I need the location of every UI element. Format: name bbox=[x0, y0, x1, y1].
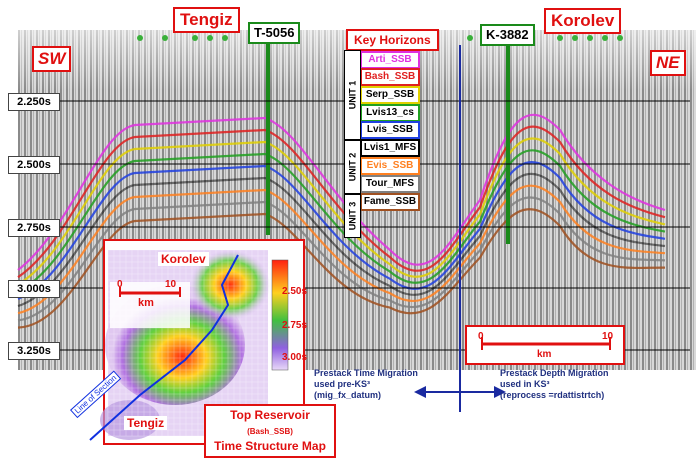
sw-direction-label: SW bbox=[32, 46, 72, 72]
colorbar-label-250: 2.50s bbox=[282, 286, 308, 297]
tengiz-well-label: Tengiz bbox=[173, 7, 240, 33]
time-label-2750: 2.750s bbox=[8, 219, 60, 237]
inset-scale-ten: 10 bbox=[165, 279, 177, 290]
inset-title-line1: Top Reservoir bbox=[230, 408, 310, 422]
time-label-2500: 2.500s bbox=[8, 156, 60, 174]
unit-2-label: UNIT 2 bbox=[344, 140, 361, 194]
horizon-legend-item: Fame_SSB bbox=[360, 193, 420, 211]
horizon-legend-item: Lvis13_cs bbox=[360, 104, 420, 122]
well-marker bbox=[207, 35, 213, 41]
horizon-line bbox=[17, 172, 666, 308]
inset-map-title: Top Reservoir (Bash_SSB) Time Structure … bbox=[204, 404, 336, 458]
inset-scale-unit: km bbox=[138, 297, 154, 309]
horizon-line bbox=[17, 125, 666, 279]
unit-1-label: UNIT 1 bbox=[344, 50, 361, 140]
well-marker bbox=[222, 35, 228, 41]
inset-tengiz-label: Tengiz bbox=[124, 416, 168, 430]
horizon-legend-item: Arti_SSB bbox=[360, 51, 420, 69]
well-marker bbox=[162, 35, 168, 41]
horizon-line bbox=[17, 113, 666, 271]
horizon-line bbox=[17, 196, 666, 322]
well-marker bbox=[557, 35, 563, 41]
horizon-line bbox=[17, 208, 666, 329]
colorbar-label-275: 2.75s bbox=[282, 320, 308, 331]
horizon-line bbox=[17, 184, 666, 315]
right-scale-zero: 0 bbox=[478, 331, 484, 342]
horizon-legend-item: Serp_SSB bbox=[360, 86, 420, 104]
horizon-legend-item: Lvis_SSB bbox=[360, 121, 420, 139]
horizon-line bbox=[17, 149, 666, 293]
well-marker bbox=[587, 35, 593, 41]
well-marker bbox=[192, 35, 198, 41]
key-horizons-title: Key Horizons bbox=[346, 29, 439, 51]
well-marker bbox=[572, 35, 578, 41]
horizon-legend-item: Evis_SSB bbox=[360, 157, 420, 175]
horizon-legend-item: Tour_MFS bbox=[360, 175, 420, 193]
horizon-legend-item: Lvis1_MFS bbox=[360, 139, 420, 157]
inset-title-line2: Time Structure Map bbox=[214, 439, 326, 453]
unit-3-label: UNIT 3 bbox=[344, 194, 361, 238]
prestack-depth-note: Prestack Depth Migration used in KS³ (re… bbox=[500, 368, 609, 400]
colorbar-label-300: 3.00s bbox=[282, 352, 308, 363]
ne-direction-label: NE bbox=[650, 50, 686, 76]
korolev-well-label: Korolev bbox=[544, 8, 622, 34]
horizon-line bbox=[17, 137, 666, 286]
inset-title-paren: (Bash_SSB) bbox=[247, 427, 293, 436]
right-scale-unit: km bbox=[537, 349, 552, 360]
time-label-2250: 2.250s bbox=[8, 93, 60, 111]
inset-scale-zero: 0 bbox=[117, 279, 123, 290]
well-marker bbox=[137, 35, 143, 41]
time-label-3000: 3.000s bbox=[8, 280, 60, 298]
k3882-well-label: K-3882 bbox=[480, 24, 535, 46]
prestack-time-note: Prestack Time Migration used pre-KS³ (mi… bbox=[314, 368, 418, 400]
t5056-well-label: T-5056 bbox=[248, 22, 301, 44]
time-label-3250: 3.250s bbox=[8, 342, 60, 360]
inset-korolev-label: Korolev bbox=[158, 252, 209, 266]
well-marker bbox=[602, 35, 608, 41]
right-scale-ten: 10 bbox=[602, 331, 614, 342]
horizon-legend-item: Bash_SSB bbox=[360, 68, 420, 86]
well-marker bbox=[617, 35, 623, 41]
well-marker bbox=[467, 35, 473, 41]
